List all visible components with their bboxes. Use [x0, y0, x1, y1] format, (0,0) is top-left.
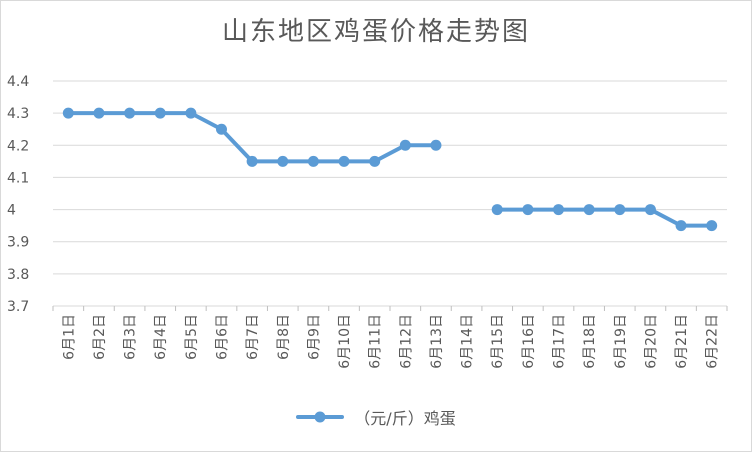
- x-tick-label: 6月6日: [215, 314, 231, 360]
- x-tick-label: 6月4日: [153, 314, 169, 360]
- x-tick-label: 6月12日: [398, 314, 414, 369]
- x-tick-label: 6月2日: [92, 314, 108, 360]
- y-tick-label: 4.4: [7, 74, 29, 90]
- y-tick-label: 4.3: [7, 106, 29, 122]
- data-point: [307, 155, 319, 167]
- data-point: [614, 204, 626, 216]
- data-point: [62, 107, 74, 119]
- x-tick-label: 6月17日: [552, 314, 568, 369]
- data-point: [93, 107, 105, 119]
- data-point: [553, 204, 564, 216]
- x-tick-label: 6月7日: [245, 314, 261, 360]
- data-point: [124, 107, 136, 119]
- x-tick-label: 6月13日: [429, 314, 445, 369]
- data-point: [185, 107, 197, 119]
- series-line: [66, 111, 438, 164]
- data-point: [277, 155, 289, 167]
- y-tick-label: 4: [7, 203, 16, 219]
- x-tick-label: 6月20日: [643, 314, 659, 369]
- data-point: [399, 139, 411, 151]
- data-point: [216, 123, 227, 135]
- data-point: [246, 155, 258, 167]
- x-tick-label: 6月10日: [337, 314, 353, 369]
- x-tick-label: 6月1日: [61, 314, 77, 360]
- x-tick-label: 6月8日: [276, 314, 292, 360]
- x-tick-label: 6月19日: [613, 314, 629, 369]
- x-tick-label: 6月16日: [521, 314, 537, 369]
- data-point: [369, 155, 381, 167]
- y-tick-label: 3.9: [7, 235, 29, 251]
- data-point: [706, 220, 718, 232]
- data-point: [522, 204, 534, 216]
- data-point: [338, 155, 350, 167]
- legend: （元/斤）鸡蛋: [1, 405, 751, 429]
- data-point: [430, 139, 442, 151]
- x-tick-label: 6月5日: [184, 314, 200, 360]
- legend-series-label: （元/斤）鸡蛋: [354, 409, 456, 428]
- x-tick-label: 6月9日: [306, 314, 322, 360]
- legend-series-marker: [296, 411, 345, 423]
- y-tick-label: 4.1: [7, 170, 29, 186]
- y-tick-label: 3.7: [7, 299, 29, 315]
- data-point: [675, 220, 687, 232]
- x-tick-label: 6月11日: [368, 314, 384, 369]
- x-tick-label: 6月14日: [460, 314, 476, 369]
- data-point: [644, 204, 656, 216]
- y-tick-label: 4.2: [7, 138, 29, 154]
- x-tick-label: 6月3日: [123, 314, 139, 360]
- x-tick-label: 6月15日: [490, 314, 506, 369]
- x-tick-label: 6月22日: [705, 314, 721, 369]
- data-point: [491, 204, 503, 216]
- data-point: [154, 107, 166, 119]
- chart-title: 山东地区鸡蛋价格走势图: [221, 17, 530, 47]
- x-tick-label: 6月18日: [582, 314, 598, 369]
- y-tick-label: 3.8: [7, 267, 29, 283]
- data-point: [583, 204, 595, 216]
- x-tick-label: 6月21日: [674, 314, 690, 369]
